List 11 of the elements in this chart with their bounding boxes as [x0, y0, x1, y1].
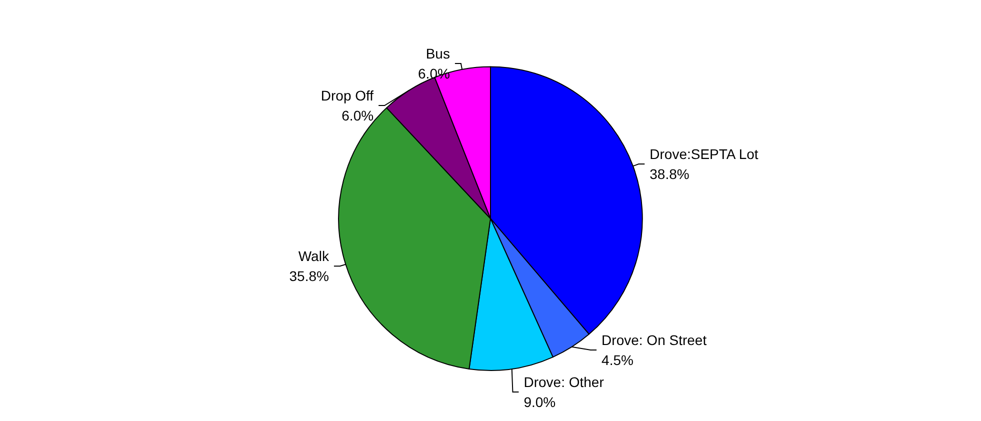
slice-label: Bus: [426, 46, 450, 62]
data-label: 6.0%: [342, 108, 374, 124]
slice-label: Drop Off: [320, 88, 374, 104]
data-label: 38.8%: [650, 166, 690, 182]
slice-label: Walk: [298, 248, 330, 264]
slice-label: Drove:SEPTA Lot: [650, 146, 758, 162]
data-label: 35.8%: [289, 268, 329, 284]
data-label: 4.5%: [602, 352, 634, 368]
data-label: 9.0%: [524, 394, 556, 410]
slice-label: Drove: On Street: [602, 332, 707, 348]
slice-label: Drove: Other: [524, 374, 604, 390]
